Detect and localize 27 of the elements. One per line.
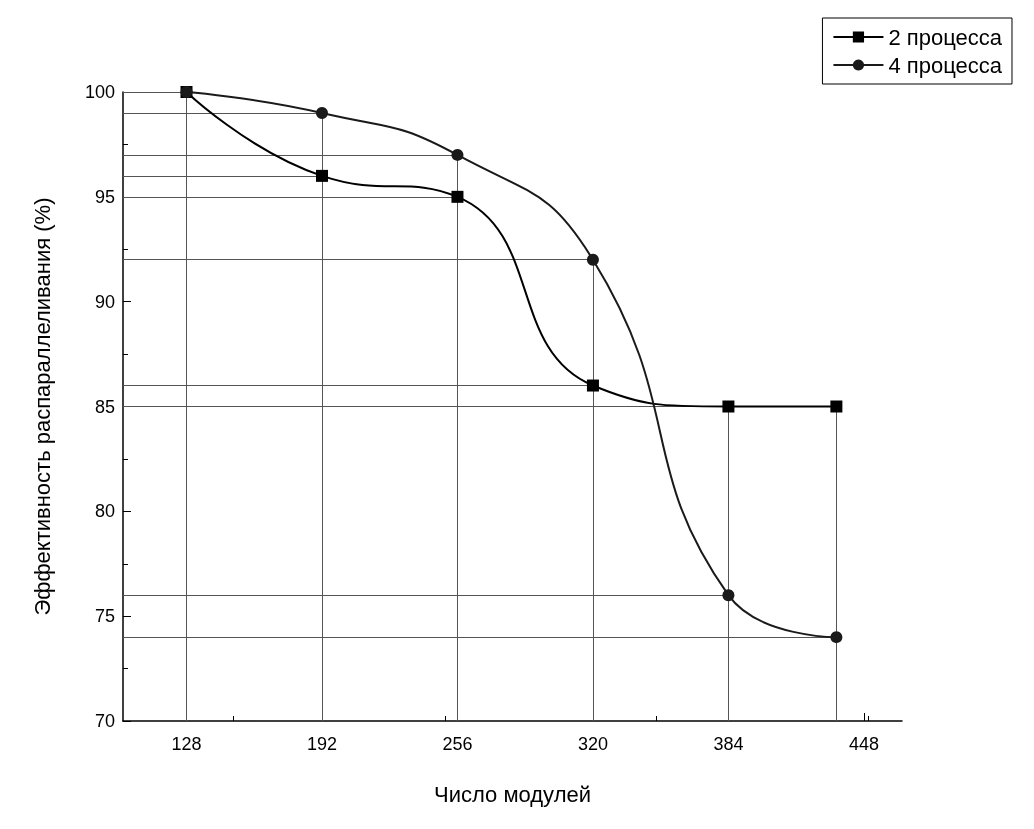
y-tick-label: 90 [94,291,115,312]
legend-label: 2 процесса [888,24,1003,50]
point [316,106,328,119]
point [830,631,843,644]
point [586,379,599,392]
point [451,148,464,161]
y-tick-label: 85 [94,396,115,417]
y-tick-label: 100 [84,82,115,102]
y-tick-label: 70 [94,711,115,731]
point [722,589,735,602]
x-tick-label: 192 [306,734,338,754]
point [722,400,735,413]
legend-label: 4 процесса [888,52,1003,78]
point [830,400,843,413]
y-tick-label: 80 [94,501,115,522]
x-axis-title: Число модулей [434,781,591,807]
y-axis-title: Эффективность распараллеливания (%) [29,197,55,616]
x-tick-label: 320 [577,734,608,754]
x-tick-label: 256 [442,734,473,754]
x-tick-label: 128 [171,734,202,754]
point [315,169,328,182]
x-tick-label: 448 [848,734,879,754]
point [451,190,464,203]
x-tick-label: 384 [713,734,744,754]
y-tick-label: 75 [94,606,115,627]
point [586,253,599,266]
y-tick-label: 95 [94,186,115,207]
